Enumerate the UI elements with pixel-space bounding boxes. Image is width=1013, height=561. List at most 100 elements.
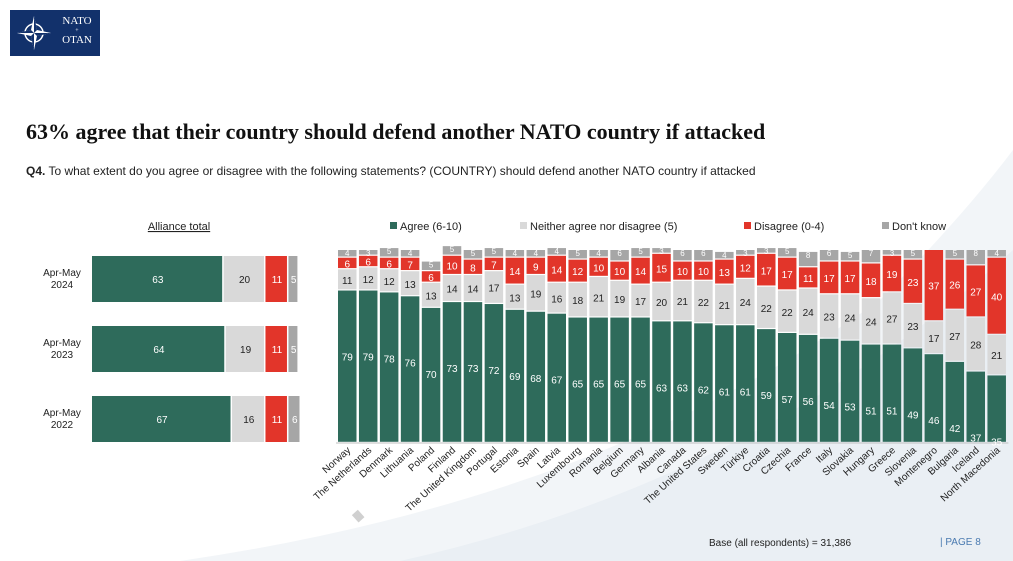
- country-data-label: 17: [635, 297, 647, 308]
- country-data-label: 24: [865, 317, 877, 328]
- country-bar-segment: [777, 257, 797, 290]
- country-bar-segment: [673, 280, 692, 321]
- country-bar-segment: [526, 311, 546, 442]
- country-data-label: 3: [366, 249, 371, 258]
- question-label: Q4.: [26, 164, 46, 178]
- country-bar-segment: [379, 257, 399, 269]
- country-bar-segment: [589, 257, 608, 276]
- country-data-label: 56: [803, 397, 815, 408]
- country-data-label: 57: [782, 395, 794, 406]
- country-data-label: 27: [949, 332, 961, 343]
- country-data-label: 17: [824, 274, 836, 285]
- country-data-label: 4: [555, 247, 560, 256]
- country-bar-segment: [757, 253, 776, 286]
- country-data-label: 23: [824, 313, 836, 324]
- country-bar-segment: [484, 271, 504, 303]
- legend-swatch: [390, 222, 397, 229]
- country-bar-segment: [882, 250, 902, 255]
- country-data-label: 35: [991, 437, 1003, 448]
- country-bar-segment: [882, 255, 902, 292]
- country-data-label: 24: [740, 298, 752, 309]
- country-bar-segment: [400, 250, 420, 257]
- country-data-label: 13: [509, 293, 521, 304]
- country-bar-segment: [442, 302, 462, 442]
- logo-wordmark: NATO + OTAN: [58, 15, 96, 47]
- country-data-label: 24: [803, 308, 815, 319]
- country-data-label: 5: [953, 249, 958, 258]
- alliance-bar-segment: [288, 256, 298, 302]
- country-data-label: 10: [698, 267, 710, 278]
- country-data-label: 62: [698, 385, 710, 396]
- country-bar-segment: [966, 317, 985, 371]
- country-bar-segment: [673, 250, 692, 261]
- country-data-label: 4: [345, 249, 350, 258]
- country-data-label: 10: [593, 263, 605, 274]
- country-bar-segment: [798, 334, 818, 442]
- country-bar-segment: [610, 280, 629, 317]
- country-bar-segment: [463, 302, 483, 442]
- country-bar-segment: [861, 263, 881, 298]
- country-bar-segment: [358, 267, 378, 290]
- country-bar-segment: [798, 288, 818, 334]
- alliance-data-label: 11: [272, 415, 283, 426]
- country-data-label: 59: [761, 391, 773, 402]
- country-bar-segment: [945, 361, 965, 442]
- country-bar-segment: [945, 250, 965, 259]
- country-bar-segment: [505, 257, 525, 284]
- country-bar-segment: [757, 286, 776, 328]
- country-bar-segment: [777, 332, 797, 442]
- country-data-label: 42: [949, 424, 961, 435]
- country-bar-segment: [631, 248, 650, 257]
- country-bar-segment: [861, 250, 881, 263]
- country-bar-segment: [694, 261, 713, 280]
- country-bar-segment: [526, 250, 546, 257]
- country-data-label: 23: [907, 322, 919, 333]
- country-bar-segment: [903, 348, 923, 442]
- country-data-label: 4: [408, 249, 413, 258]
- country-data-label: 65: [635, 380, 647, 391]
- country-data-label: 68: [530, 374, 542, 385]
- country-bar-segment: [631, 257, 650, 284]
- country-data-label: 22: [698, 298, 710, 309]
- country-bar-segment: [547, 255, 566, 282]
- alliance-bar-segment: [288, 326, 298, 372]
- country-data-label: 27: [970, 287, 982, 298]
- country-bar-segment: [379, 269, 399, 292]
- country-bar-segment: [379, 292, 399, 442]
- country-data-label: 5: [848, 251, 853, 260]
- country-bar-segment: [819, 294, 839, 338]
- country-data-label: 4: [513, 249, 518, 258]
- country-data-label: 78: [384, 354, 396, 365]
- country-bar-segment: [526, 275, 546, 311]
- country-data-label: 8: [806, 251, 811, 260]
- country-data-label: 7: [407, 260, 413, 271]
- country-bar-segment: [861, 298, 881, 344]
- country-data-label: 7: [491, 260, 497, 271]
- country-bar-segment: [442, 255, 462, 274]
- country-bar-segment: [421, 261, 441, 271]
- country-data-label: 49: [907, 410, 919, 421]
- country-data-label: 6: [386, 260, 392, 271]
- country-data-label: 12: [572, 267, 584, 278]
- country-bar-segment: [987, 375, 1006, 442]
- legend-swatch: [520, 222, 527, 229]
- country-bar-segment: [568, 282, 587, 317]
- country-bar-segment: [840, 340, 860, 442]
- country-data-label: 15: [656, 264, 668, 275]
- alliance-row-label: 2022: [51, 420, 74, 431]
- country-bar-segment: [819, 250, 839, 261]
- country-bar-segment: [547, 248, 566, 255]
- page-title: 63% agree that their country should defe…: [26, 119, 766, 144]
- country-bar-segment: [966, 250, 985, 265]
- alliance-data-label: 19: [240, 345, 252, 356]
- country-data-label: 18: [865, 277, 877, 288]
- country-bar-segment: [652, 248, 671, 253]
- logo-bottom-text: OTAN: [62, 34, 92, 46]
- country-bar-segment: [673, 321, 692, 442]
- country-bar-segment: [421, 307, 441, 442]
- alliance-bar-segment: [288, 396, 300, 442]
- alliance-bar-segment: [92, 326, 225, 372]
- country-bar-segment: [798, 267, 818, 288]
- question-text: Q4. To what extent do you agree or disag…: [26, 164, 756, 178]
